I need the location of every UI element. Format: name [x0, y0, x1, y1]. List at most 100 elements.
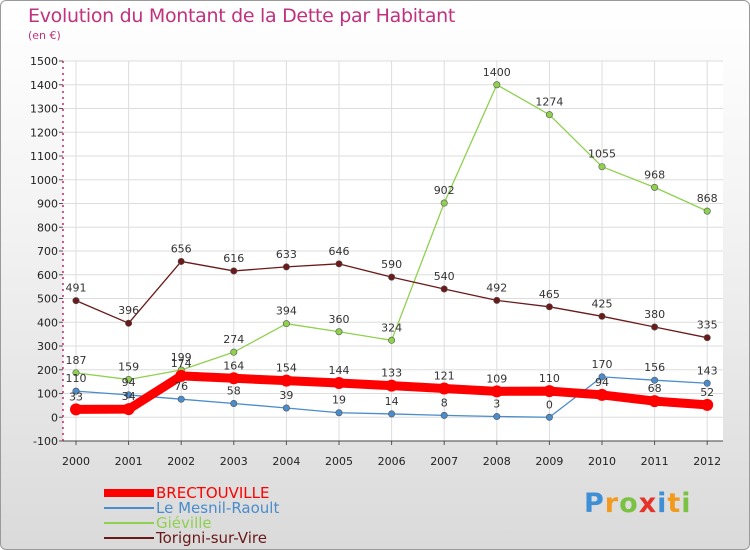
- y-tick-label: 400: [37, 316, 58, 329]
- data-label: 540: [434, 270, 455, 283]
- data-point: [545, 413, 553, 421]
- data-point: [385, 379, 398, 392]
- data-point: [388, 336, 396, 344]
- data-point: [440, 199, 448, 207]
- data-point: [177, 395, 185, 403]
- x-tick-label: 2008: [483, 455, 511, 468]
- x-tick-label: 2003: [220, 455, 248, 468]
- data-label: 633: [276, 248, 297, 261]
- y-tick-label: 1200: [30, 126, 58, 139]
- y-tick-label: 600: [37, 269, 58, 282]
- data-point: [703, 379, 711, 387]
- data-label: 68: [648, 382, 662, 395]
- data-point: [703, 334, 711, 342]
- data-point: [230, 399, 238, 407]
- data-point: [440, 285, 448, 293]
- data-point: [177, 257, 185, 265]
- x-tick-label: 2006: [378, 455, 406, 468]
- data-label: 335: [697, 319, 718, 332]
- legend-label: BRECTOUVILLE: [156, 484, 270, 502]
- data-point: [335, 328, 343, 336]
- y-tick-label: 200: [37, 364, 58, 377]
- data-label: 360: [329, 313, 350, 326]
- data-point: [493, 296, 501, 304]
- x-tick-label: 2011: [641, 455, 669, 468]
- x-tick-label: 2004: [272, 455, 300, 468]
- logo-letter: r: [604, 488, 620, 519]
- y-tick-label: 500: [37, 293, 58, 306]
- y-tick-label: 1500: [30, 55, 58, 68]
- x-tick-label: 2009: [535, 455, 563, 468]
- x-tick-label: 2002: [167, 455, 195, 468]
- chart-subtitle: (en €): [28, 29, 61, 42]
- logo-letter: P: [584, 488, 605, 519]
- x-tick-label: 2010: [588, 455, 616, 468]
- logo-letter: o: [619, 488, 639, 519]
- data-label: 58: [227, 384, 241, 397]
- data-label: 1055: [588, 148, 616, 161]
- data-label: 3: [493, 398, 500, 411]
- data-label: 324: [381, 321, 402, 334]
- data-label: 110: [539, 372, 560, 385]
- y-tick-label: 1400: [30, 79, 58, 92]
- data-label: 39: [279, 389, 293, 402]
- data-label: 590: [381, 258, 402, 271]
- x-tick-label: 2001: [115, 455, 143, 468]
- data-label: 465: [539, 288, 560, 301]
- proxiti-logo: Proxiti: [584, 488, 692, 519]
- data-point: [651, 323, 659, 331]
- data-label: 33: [69, 390, 83, 403]
- data-point: [230, 267, 238, 275]
- data-point: [388, 410, 396, 418]
- x-tick-label: 2012: [693, 455, 721, 468]
- data-point: [651, 183, 659, 191]
- data-point: [333, 377, 345, 390]
- data-point: [598, 373, 606, 381]
- data-label: 646: [329, 245, 350, 258]
- y-tick-label: 300: [37, 340, 58, 353]
- data-label: 14: [385, 395, 399, 408]
- x-tick-label: 2000: [62, 455, 90, 468]
- data-label: 34: [122, 390, 136, 403]
- y-tick-label: 1100: [30, 150, 58, 163]
- logo-letter: t: [667, 488, 682, 519]
- data-point: [545, 303, 553, 311]
- y-tick-label: 700: [37, 245, 58, 258]
- data-label: 76: [174, 380, 188, 393]
- data-point: [598, 163, 606, 171]
- data-point: [335, 409, 343, 417]
- legend-label: Giéville: [156, 514, 212, 532]
- data-point: [282, 320, 290, 328]
- data-label: 164: [223, 359, 244, 372]
- data-label: 19: [332, 394, 346, 407]
- data-point: [388, 273, 396, 281]
- data-point: [438, 382, 451, 395]
- data-point: [125, 319, 133, 327]
- y-tick-label: 100: [37, 388, 58, 401]
- data-label: 425: [592, 297, 613, 310]
- data-label: 121: [434, 370, 455, 383]
- data-label: 491: [66, 282, 87, 295]
- data-point: [493, 81, 501, 89]
- data-label: 187: [66, 354, 87, 367]
- chart-title: Evolution du Montant de la Dette par Hab…: [28, 5, 456, 27]
- data-label: 156: [644, 361, 665, 374]
- data-point: [122, 403, 135, 416]
- data-label: 492: [486, 281, 507, 294]
- y-tick-label: 900: [37, 198, 58, 211]
- data-point: [72, 369, 80, 377]
- data-point: [701, 398, 714, 411]
- data-point: [651, 376, 659, 384]
- data-label: 656: [171, 242, 192, 255]
- data-label: 8: [441, 396, 448, 409]
- data-point: [280, 374, 293, 387]
- data-point: [493, 413, 501, 421]
- data-label: 396: [118, 304, 139, 317]
- data-point: [596, 388, 608, 401]
- data-point: [543, 385, 556, 398]
- data-point: [230, 348, 238, 356]
- data-label: 199: [171, 351, 192, 364]
- data-label: 0: [546, 398, 553, 411]
